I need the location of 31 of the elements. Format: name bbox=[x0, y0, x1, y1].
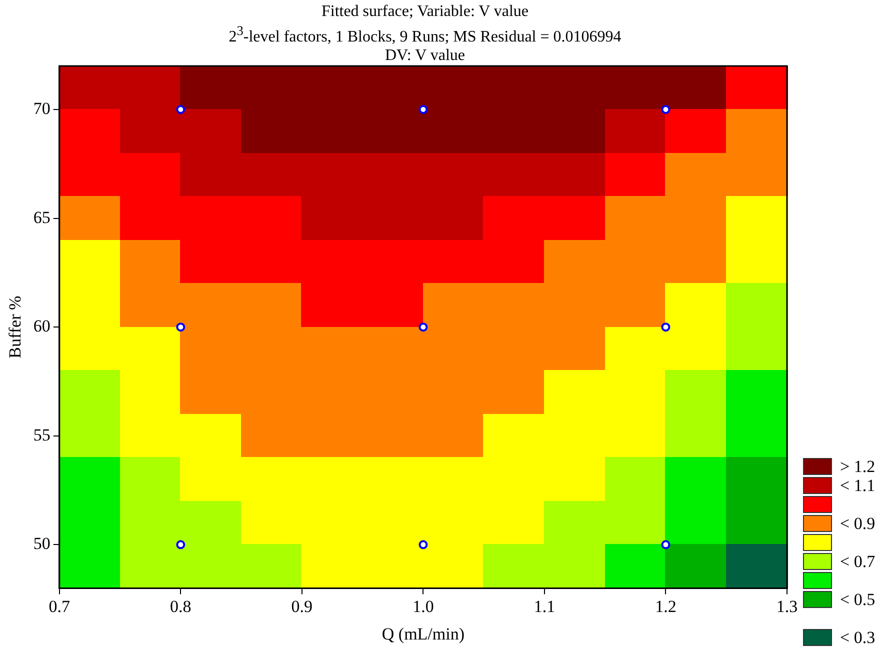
y-axis-title: Buffer % bbox=[6, 296, 25, 358]
y-tick-label: 70 bbox=[33, 98, 50, 118]
point bbox=[661, 322, 670, 332]
y-tick-label: 65 bbox=[33, 208, 50, 227]
color-bar-label: > 1.2 bbox=[840, 456, 876, 476]
y-tick-label: 55 bbox=[33, 425, 50, 444]
color-bar-label: < 0.7 bbox=[840, 552, 876, 572]
x-tick-label: 1.3 bbox=[776, 596, 798, 616]
color-bar-label: < 0.5 bbox=[840, 590, 876, 610]
x-tick-label: 1.1 bbox=[534, 596, 556, 616]
chart-subtitle: 2$^{3}$-level factors, 1 Blocks, 9 Runs; MS Residual = 0.0106994 DV: V value bbox=[228, 23, 622, 64]
point bbox=[418, 105, 428, 114]
x-tick-label: 1.0 bbox=[412, 596, 434, 616]
x-tick-label: 0.7 bbox=[48, 596, 71, 616]
chart-title: Fitted surface; Variable: V value bbox=[321, 3, 529, 20]
point bbox=[661, 105, 670, 114]
point bbox=[418, 322, 428, 332]
x-axis-title: Q (mL/min) bbox=[382, 624, 465, 644]
x-tick-label: 1.2 bbox=[655, 596, 676, 616]
point bbox=[176, 105, 186, 114]
x-tick-label: 0.8 bbox=[170, 596, 192, 616]
point bbox=[661, 540, 670, 550]
color-bar-label: < 0.9 bbox=[840, 514, 876, 534]
point bbox=[176, 322, 186, 332]
x-tick-label: 0.9 bbox=[291, 596, 313, 616]
y-tick-label: 50 bbox=[33, 534, 50, 554]
point bbox=[176, 540, 186, 550]
point bbox=[418, 540, 428, 550]
color-bar-label: < 0.3 bbox=[840, 628, 876, 648]
color-bar-label: < 1.1 bbox=[840, 476, 876, 496]
y-tick-label: 60 bbox=[33, 316, 50, 336]
